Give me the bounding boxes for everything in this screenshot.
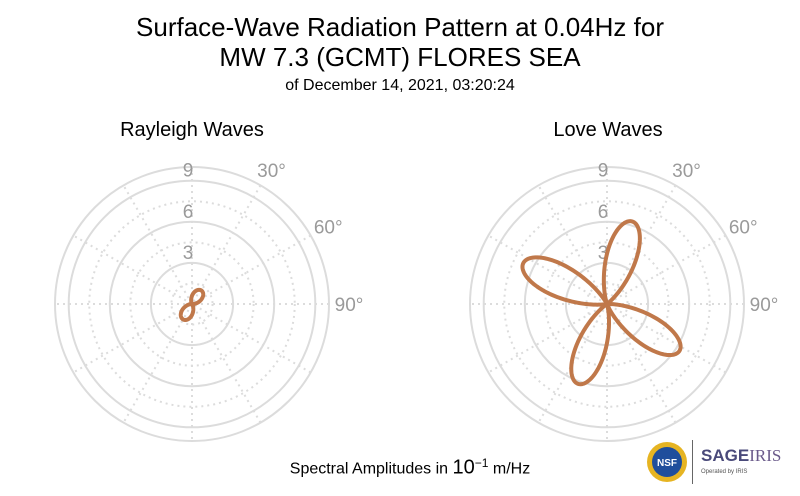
footer-base: 10 [452,456,475,479]
love-panel-title: Love Waves [553,119,663,141]
polar-spoke [72,234,312,374]
angle-tick-label: 60° [314,218,343,239]
polar-ring [523,220,691,388]
sage-text: SAGE [701,446,750,465]
footer-prefix: Spectral Amplitudes in [289,460,453,478]
chart-title-line1: Surface-Wave Radiation Pattern at 0.04Hz… [136,12,664,42]
radial-tick-label: 3 [598,243,609,264]
nsf-logo-icon: NSF [647,442,687,482]
radial-tick-label: 6 [598,202,609,223]
polar-minor-ring [129,241,255,367]
radial-tick-label: 9 [598,161,609,182]
polar-ring [108,220,276,388]
angle-tick-label: 30° [257,161,286,182]
polar-ring [149,261,235,347]
polar-spoke [122,184,262,424]
nsf-logo-text: NSF [657,458,677,469]
amplitude-unit-label: Spectral Amplitudes in 10−1 m/Hz [0,456,800,479]
iris-text: IRIS [749,446,782,465]
rayleigh-pattern-line [178,287,206,322]
angle-tick-label: 60° [729,218,758,239]
polar-outer-ring [469,166,745,442]
chart-subtitle: of December 14, 2021, 03:20:24 [285,77,515,94]
angle-tick-label: 30° [672,161,701,182]
chart-title-line2: MW 7.3 (GCMT) FLORES SEA [219,42,581,72]
polar-spoke [537,184,677,424]
operated-by-text: Operated by IRIS [701,469,748,475]
polar-minor-ring [544,241,670,367]
radial-tick-label: 3 [183,243,194,264]
polar-spoke [537,184,677,424]
polar-outer-ring [54,166,330,442]
polar-minor-ring [170,282,214,326]
angle-tick-label: 90° [335,295,364,316]
love-pattern-line [520,219,683,387]
polar-spoke [122,184,262,424]
footer-unit: m/Hz [488,460,531,478]
footer-exponent: −1 [474,456,489,470]
polar-minor-ring [585,282,629,326]
polar-spoke [487,234,727,374]
polar-minor-ring [503,200,711,408]
rayleigh-panel-title: Rayleigh Waves [120,119,264,141]
polar-spoke [72,234,312,374]
radial-tick-label: 9 [183,161,194,182]
logo-divider [692,440,693,484]
angle-tick-label: 90° [750,295,779,316]
polar-minor-ring [88,200,296,408]
sage-iris-logo: SAGEIRIS [701,446,781,466]
polar-ring [482,179,732,429]
radial-tick-label: 6 [183,202,194,223]
logo-block: NSF SAGEIRIS Operated by IRIS [646,436,781,488]
polar-ring [67,179,317,429]
